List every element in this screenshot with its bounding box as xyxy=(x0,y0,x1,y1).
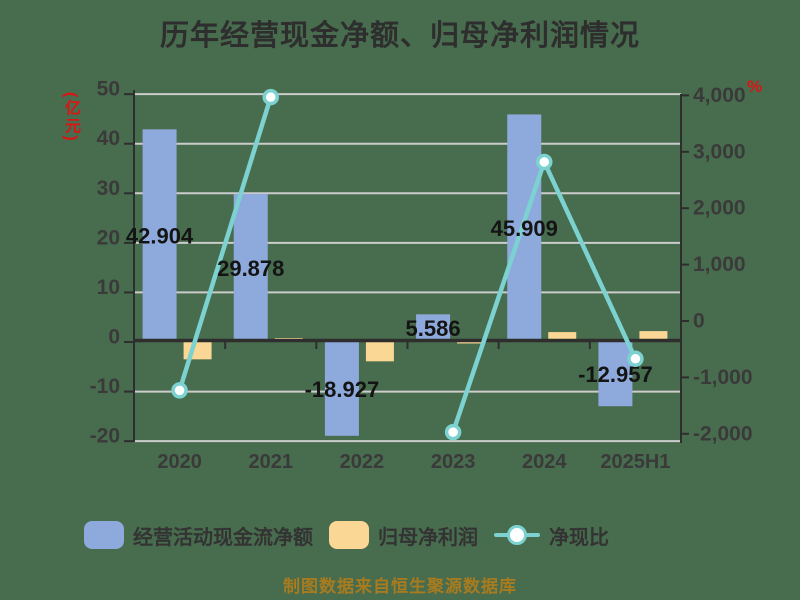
legend-item-profit[interactable]: 归母净利润 xyxy=(329,521,478,550)
data-source-note: 制图数据来自恒生聚源数据库 xyxy=(283,577,517,596)
left-axis-tick-label: 40 xyxy=(97,127,120,150)
ratio-point-2020 xyxy=(171,382,188,399)
bar-profit-2023 xyxy=(457,342,486,344)
ratio-point-2025H1 xyxy=(627,350,644,368)
left-axis-tick-label: 10 xyxy=(97,276,120,299)
x-axis-label: 2024 xyxy=(522,451,567,473)
left-axis-unit-label: (亿元) xyxy=(62,92,79,143)
right-axis-tick-label: -2,000 xyxy=(693,422,753,445)
bar-profit-2024 xyxy=(548,332,577,342)
right-axis-unit-label: % xyxy=(747,77,763,96)
left-axis-tick-label: -20 xyxy=(90,425,120,448)
profit-swatch-icon xyxy=(329,521,369,549)
bar-profit-2022 xyxy=(365,342,394,362)
legend-label-ratio: 净现比 xyxy=(549,526,609,549)
x-axis-label: 2020 xyxy=(157,451,202,473)
bar-cash-2023 xyxy=(416,314,451,342)
x-axis-label: 2025H1 xyxy=(600,451,670,473)
right-axis-tick-label: 3,000 xyxy=(693,140,746,163)
chart-title: 历年经营现金净额、归母净利润情况 xyxy=(159,20,640,52)
legend-item-cash[interactable]: 经营活动现金流净额 xyxy=(84,521,313,550)
bar-profit-2025H1 xyxy=(639,331,668,342)
ratio-point-2023 xyxy=(444,423,462,441)
bar-value-label: -18.927 xyxy=(305,377,380,402)
ratio-point-2024 xyxy=(536,153,553,171)
line-marker-icon xyxy=(494,521,540,549)
cash-swatch-icon xyxy=(84,521,124,549)
right-axis-tick-label: 0 xyxy=(693,310,705,333)
ratio-point-2021 xyxy=(262,88,279,106)
left-axis-tick-label: 0 xyxy=(108,326,120,349)
bar-cash-2021 xyxy=(233,193,268,342)
x-axis-label: 2022 xyxy=(340,451,385,473)
right-axis-tick-label: 4,000 xyxy=(693,84,746,107)
left-axis-tick-label: 20 xyxy=(97,226,120,249)
right-axis-tick-label: 2,000 xyxy=(693,197,746,220)
legend-item-ratio[interactable]: 净现比 xyxy=(494,521,609,550)
right-axis-tick-label: -1,000 xyxy=(693,366,753,389)
bar-value-label: -12.957 xyxy=(578,362,653,387)
bar-cash-2022 xyxy=(324,342,359,436)
ratio-line-segment xyxy=(177,94,273,393)
left-axis-tick-label: 30 xyxy=(97,177,120,200)
x-axis-label: 2021 xyxy=(249,451,294,473)
bar-value-label: 29.878 xyxy=(217,256,284,281)
legend-label-cash: 经营活动现金流净额 xyxy=(133,526,313,549)
bar-cash-2020 xyxy=(142,129,177,342)
left-axis-tick-label: -10 xyxy=(90,375,120,398)
left-axis-tick-label: 50 xyxy=(97,78,120,101)
bar-value-label: 45.909 xyxy=(491,216,558,241)
chart-legend: 经营活动现金流净额 归母净利润 净现比 xyxy=(84,519,609,551)
x-axis-label: 2023 xyxy=(431,451,476,473)
legend-label-profit: 归母净利润 xyxy=(378,526,478,549)
bar-value-label: 42.904 xyxy=(126,224,194,249)
bar-cash-2025H1 xyxy=(598,342,633,407)
right-axis-tick-label: 1,000 xyxy=(693,253,746,276)
bar-value-label: 5.586 xyxy=(406,316,461,341)
